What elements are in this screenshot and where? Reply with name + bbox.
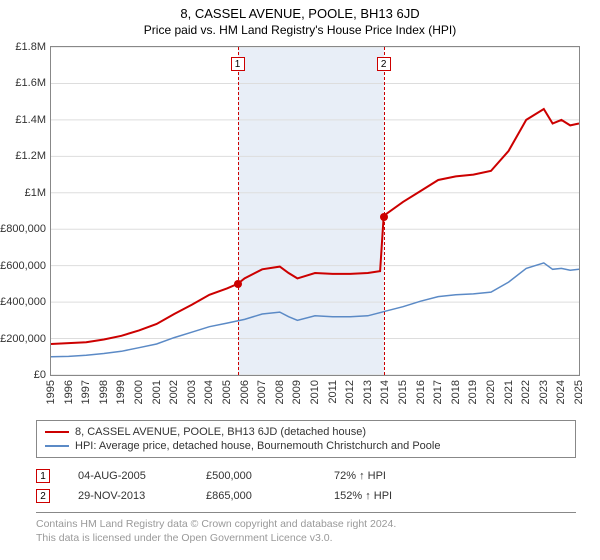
chart-plot-area: 12 (50, 46, 580, 376)
y-tick-label: £600,000 (0, 260, 46, 272)
event-date: 29-NOV-2013 (78, 490, 178, 502)
x-tick-label: 2001 (151, 380, 163, 404)
x-tick-label: 2006 (239, 380, 251, 404)
event-price: £500,000 (206, 470, 306, 482)
y-tick-label: £1M (0, 187, 46, 199)
data-marker (234, 280, 242, 288)
x-tick-label: 2009 (291, 380, 303, 404)
x-tick-label: 2007 (256, 380, 268, 404)
x-tick-label: 2025 (573, 380, 585, 404)
x-tick-label: 2019 (467, 380, 479, 404)
event-line-badge: 2 (377, 57, 391, 71)
data-marker (380, 213, 388, 221)
event-delta: 152% ↑ HPI (334, 490, 434, 502)
x-tick-label: 2012 (344, 380, 356, 404)
footer-line: Contains HM Land Registry data © Crown c… (36, 517, 576, 531)
title-block: 8, CASSEL AVENUE, POOLE, BH13 6JD Price … (0, 0, 600, 37)
x-tick-label: 2023 (538, 380, 550, 404)
event-list: 1 04-AUG-2005 £500,000 72% ↑ HPI 2 29-NO… (36, 466, 576, 506)
chart-container: 8, CASSEL AVENUE, POOLE, BH13 6JD Price … (0, 0, 600, 560)
x-tick-label: 2005 (221, 380, 233, 404)
chart-svg (51, 47, 579, 375)
event-row: 2 29-NOV-2013 £865,000 152% ↑ HPI (36, 486, 576, 506)
footer-line: This data is licensed under the Open Gov… (36, 531, 576, 545)
y-tick-label: £0 (0, 369, 46, 381)
y-tick-label: £200,000 (0, 333, 46, 345)
x-tick-label: 2021 (503, 380, 515, 404)
x-tick-label: 2015 (397, 380, 409, 404)
event-badge: 1 (36, 469, 50, 483)
x-tick-label: 1996 (63, 380, 75, 404)
series-property (51, 109, 579, 344)
event-date: 04-AUG-2005 (78, 470, 178, 482)
event-line-badge: 1 (231, 57, 245, 71)
x-tick-label: 2003 (186, 380, 198, 404)
x-tick-label: 2014 (379, 380, 391, 404)
x-tick-label: 1999 (115, 380, 127, 404)
x-tick-label: 2008 (274, 380, 286, 404)
y-tick-label: £1.8M (0, 41, 46, 53)
series-hpi (51, 263, 579, 357)
footer: Contains HM Land Registry data © Crown c… (36, 512, 576, 545)
event-badge: 2 (36, 489, 50, 503)
legend-text: 8, CASSEL AVENUE, POOLE, BH13 6JD (detac… (75, 426, 366, 438)
title-sub: Price paid vs. HM Land Registry's House … (0, 23, 600, 37)
x-tick-label: 2011 (327, 380, 339, 404)
x-tick-label: 2013 (362, 380, 374, 404)
event-vline (384, 47, 385, 375)
legend-swatch (45, 431, 69, 433)
title-main: 8, CASSEL AVENUE, POOLE, BH13 6JD (0, 6, 600, 21)
legend: 8, CASSEL AVENUE, POOLE, BH13 6JD (detac… (36, 420, 576, 458)
event-vline (238, 47, 239, 375)
event-price: £865,000 (206, 490, 306, 502)
x-tick-label: 2010 (309, 380, 321, 404)
x-tick-label: 2018 (450, 380, 462, 404)
x-tick-label: 1997 (80, 380, 92, 404)
legend-swatch (45, 445, 69, 447)
y-tick-label: £1.2M (0, 150, 46, 162)
y-tick-label: £1.6M (0, 77, 46, 89)
x-tick-label: 2000 (133, 380, 145, 404)
x-tick-label: 2002 (168, 380, 180, 404)
x-tick-label: 2017 (432, 380, 444, 404)
x-tick-label: 2022 (520, 380, 532, 404)
event-row: 1 04-AUG-2005 £500,000 72% ↑ HPI (36, 466, 576, 486)
x-tick-label: 1995 (45, 380, 57, 404)
x-tick-label: 1998 (98, 380, 110, 404)
event-delta: 72% ↑ HPI (334, 470, 434, 482)
legend-item: 8, CASSEL AVENUE, POOLE, BH13 6JD (detac… (45, 425, 567, 439)
y-tick-label: £800,000 (0, 223, 46, 235)
y-tick-label: £1.4M (0, 114, 46, 126)
x-tick-label: 2020 (485, 380, 497, 404)
x-tick-label: 2024 (555, 380, 567, 404)
legend-item: HPI: Average price, detached house, Bour… (45, 439, 567, 453)
x-tick-label: 2004 (203, 380, 215, 404)
x-tick-label: 2016 (415, 380, 427, 404)
y-tick-label: £400,000 (0, 296, 46, 308)
legend-text: HPI: Average price, detached house, Bour… (75, 440, 440, 452)
